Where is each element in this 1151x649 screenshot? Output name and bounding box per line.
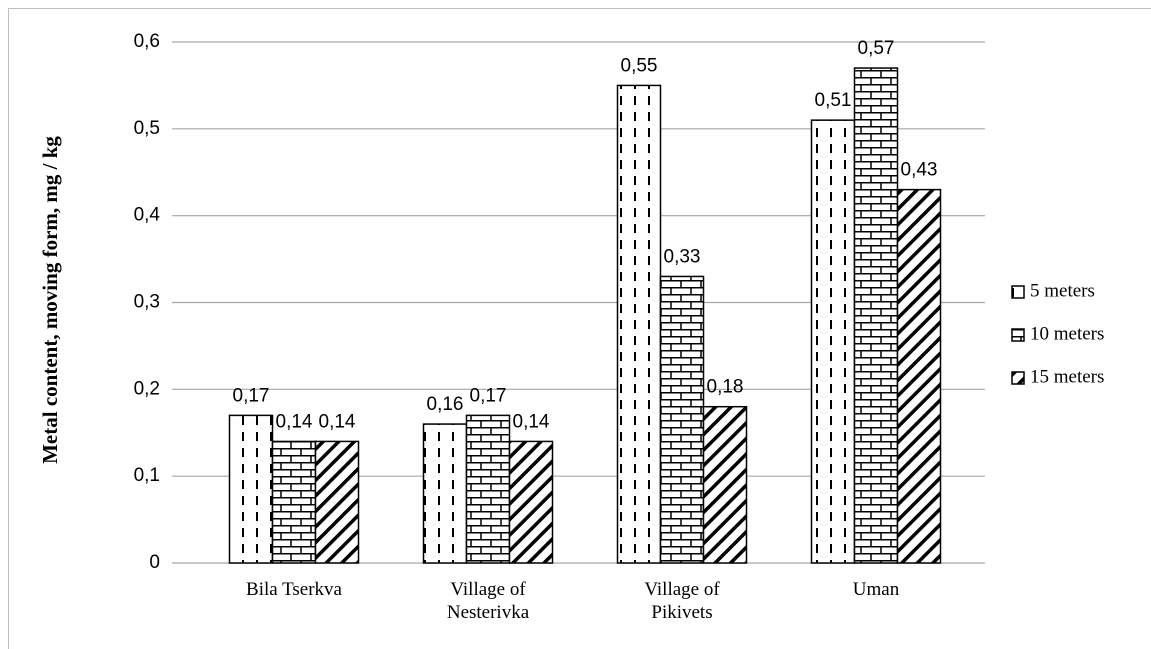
x-tick-label-box: Bila Tserkva: [246, 579, 342, 600]
legend-swatch: [1011, 328, 1025, 342]
bar: [659, 275, 705, 564]
y-tick-label: 0,5: [134, 118, 160, 139]
legend-label: 10 meters: [1030, 323, 1104, 344]
x-tick-label-box: Village of Nesterivka: [446, 579, 530, 623]
data-label: 0,14: [276, 411, 313, 432]
data-label: 0,55: [621, 55, 658, 76]
legend-label: 15 meters: [1030, 366, 1104, 387]
bar: [810, 119, 856, 564]
data-label: 0,43: [901, 160, 938, 181]
legend-swatch: [1011, 371, 1025, 385]
bar: [422, 423, 468, 564]
y-tick-label: 0,6: [134, 31, 160, 52]
data-label: 0,17: [233, 385, 270, 406]
bar: [465, 414, 511, 564]
bar: [314, 440, 360, 564]
data-label: 0,51: [815, 90, 852, 111]
data-label: 0,18: [707, 377, 744, 398]
y-axis-label: Metal content, moving form, mg / kg: [38, 136, 62, 464]
y-tick-label: 0,4: [134, 205, 161, 226]
x-tick-label: Bila Tserkva: [246, 579, 342, 600]
y-tick-label: 0,3: [134, 292, 160, 313]
x-tick-label: Village of Nesterivka: [446, 579, 530, 623]
bar: [702, 405, 748, 564]
data-label: 0,57: [858, 38, 895, 59]
data-label: 0,16: [427, 394, 464, 415]
bar: [271, 440, 317, 564]
bar: [853, 67, 899, 564]
y-tick-label: 0: [149, 552, 160, 573]
y-tick-label: 0,1: [134, 465, 160, 486]
x-tick-label-box: Uman: [852, 579, 900, 600]
bar: [616, 84, 662, 564]
data-label: 0,17: [470, 385, 507, 406]
data-label: 0,33: [664, 246, 701, 267]
chart-border: [8, 8, 1151, 649]
bar: [896, 188, 942, 564]
legend-label: 5 meters: [1030, 280, 1095, 301]
y-tick-label: 0,2: [134, 378, 160, 399]
x-tick-label: Village of Pikivets: [644, 579, 720, 623]
x-tick-label-box: Village of Pikivets: [644, 579, 720, 623]
legend-swatch: [1011, 285, 1025, 299]
bar: [508, 440, 554, 564]
data-label: 0,14: [513, 411, 550, 432]
data-label: 0,14: [319, 411, 356, 432]
bar: [228, 414, 274, 564]
x-tick-label: Uman: [852, 579, 900, 600]
